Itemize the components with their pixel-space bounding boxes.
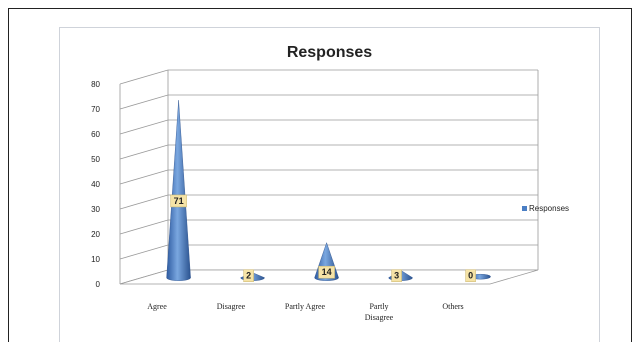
- gridline-side: [119, 119, 169, 135]
- gridline-side: [119, 219, 169, 235]
- y-tick-label: 50: [91, 155, 100, 164]
- y-tick-label: 20: [91, 230, 100, 239]
- data-label-box: [465, 269, 476, 282]
- legend: Responses: [522, 204, 569, 213]
- x-tick-label: Disagree: [365, 313, 394, 322]
- x-tick-label: Others: [442, 302, 463, 311]
- x-tick-label: Agree: [147, 302, 167, 311]
- x-tick-label: Partly Agree: [285, 302, 326, 311]
- data-label-box: [391, 269, 402, 282]
- chart-title: Responses: [286, 44, 373, 61]
- data-label: 2: [246, 271, 251, 281]
- gridline-side: [119, 69, 169, 85]
- data-label: 0: [468, 271, 473, 281]
- data-label: 71: [174, 196, 184, 206]
- bar-cone: [166, 100, 191, 281]
- chart-area: Responses 0 10 20 30 40 50 60 70 80 71 Agree 2 Disag…: [59, 27, 600, 342]
- y-tick-label: 40: [91, 180, 100, 189]
- y-tick-label: 30: [91, 205, 100, 214]
- gridline-side: [119, 169, 169, 185]
- y-tick-label: 60: [91, 130, 100, 139]
- gridline-side: [119, 94, 169, 110]
- data-label-box: [243, 269, 254, 282]
- y-tick-label: 80: [91, 80, 100, 89]
- data-label: 14: [322, 267, 332, 277]
- gridline-side: [119, 244, 169, 260]
- y-tick-label: 0: [96, 280, 101, 289]
- chart-plot: 0102030405060708071Agree2Disagree14Partl…: [91, 69, 539, 322]
- y-tick-label: 10: [91, 255, 100, 264]
- y-tick-label: 70: [91, 105, 100, 114]
- gridline-side: [119, 144, 169, 160]
- data-label-box: [170, 194, 187, 208]
- x-tick-label: Partly: [369, 302, 388, 311]
- data-label: 3: [394, 271, 399, 281]
- legend-label: Responses: [529, 204, 570, 213]
- data-label-box: [318, 265, 335, 279]
- legend-swatch: [522, 206, 527, 211]
- gridline-side: [119, 194, 169, 210]
- x-tick-label: Disagree: [217, 302, 246, 311]
